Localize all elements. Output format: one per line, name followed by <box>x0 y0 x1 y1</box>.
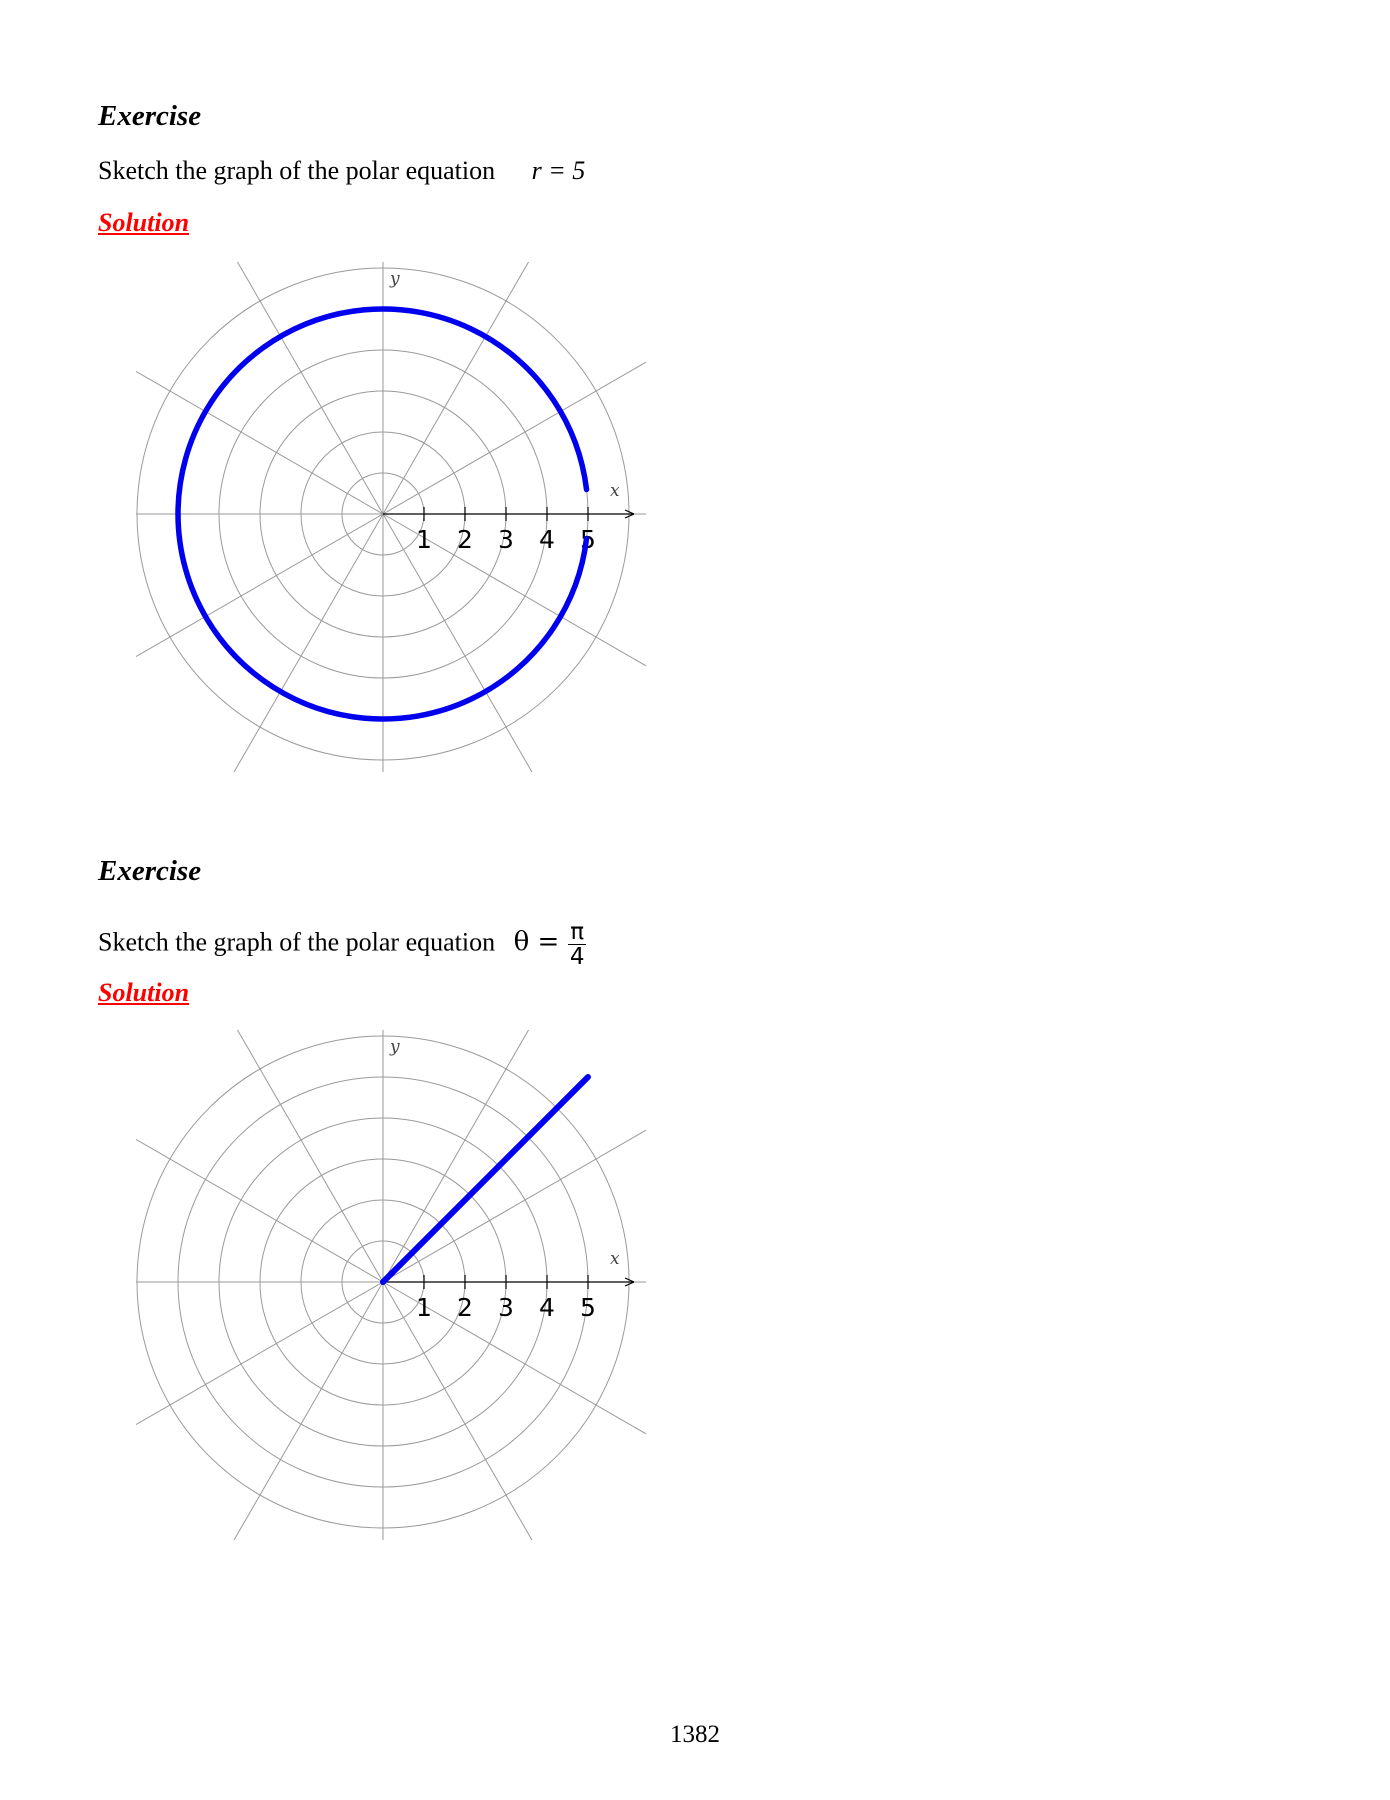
polar-spoke <box>382 1281 646 1435</box>
polar-graph: 1 2 3 4 5 x y <box>136 1030 646 1540</box>
tick-label: 4 <box>539 525 555 554</box>
polar-spoke <box>236 262 384 515</box>
x-axis-arrow <box>624 509 635 519</box>
exercise-prompt: Sketch the graph of the polar equation r… <box>98 156 585 186</box>
exercise-heading: Exercise <box>98 855 202 887</box>
polar-spoke <box>136 1281 384 1426</box>
exercise-heading: Exercise <box>98 100 202 132</box>
polar-spoke <box>136 1138 384 1283</box>
y-axis-label: y <box>389 1037 400 1057</box>
fraction-numerator: π <box>567 920 587 945</box>
x-axis-label: x <box>610 1249 620 1269</box>
grid-group <box>136 262 646 772</box>
polar-curve-circle <box>175 306 590 722</box>
equation-lhs: θ = <box>513 927 560 958</box>
polar-graph: 1 2 3 4 5xy <box>136 262 646 772</box>
polar-spoke <box>233 513 384 772</box>
solution-link[interactable]: Solution <box>98 978 190 1007</box>
polar-spoke <box>382 1129 646 1283</box>
tick-label: 2 <box>457 1293 473 1322</box>
polar-spoke <box>382 513 533 772</box>
tick-label: 3 <box>498 1293 514 1322</box>
tick-label: 4 <box>539 1293 555 1322</box>
tick-label: 1 <box>416 1293 432 1322</box>
tick-label: 5 <box>580 1293 596 1322</box>
polar-spoke <box>382 361 646 515</box>
polar-spoke <box>382 1281 533 1540</box>
polar-spoke <box>236 1030 384 1283</box>
x-axis-arrow <box>624 1277 635 1287</box>
fraction-denominator: 4 <box>569 944 585 970</box>
grid-group <box>136 1030 646 1540</box>
tick-label: 2 <box>457 525 473 554</box>
solution-link[interactable]: Solution <box>98 208 190 237</box>
y-axis-label: y <box>389 269 400 289</box>
exercise-prompt: Sketch the graph of the polar equation θ… <box>98 920 587 970</box>
x-axis-label: x <box>610 481 620 501</box>
tick-label: 1 <box>416 525 432 554</box>
prompt-text: Sketch the graph of the polar equation <box>98 156 496 185</box>
polar-spoke <box>136 370 384 515</box>
equation: r = 5 <box>531 156 586 185</box>
tick-label: 3 <box>498 525 514 554</box>
polar-spoke <box>233 1281 384 1540</box>
prompt-text: Sketch the graph of the polar equation <box>98 927 496 957</box>
polar-spoke <box>382 262 530 515</box>
polar-spoke <box>382 513 646 667</box>
polar-spoke <box>382 1030 530 1283</box>
equation-fraction: π 4 <box>567 920 587 970</box>
page-number: 1382 <box>670 1721 720 1748</box>
polar-spoke <box>136 513 384 658</box>
polar-curve-ray <box>380 1074 591 1285</box>
